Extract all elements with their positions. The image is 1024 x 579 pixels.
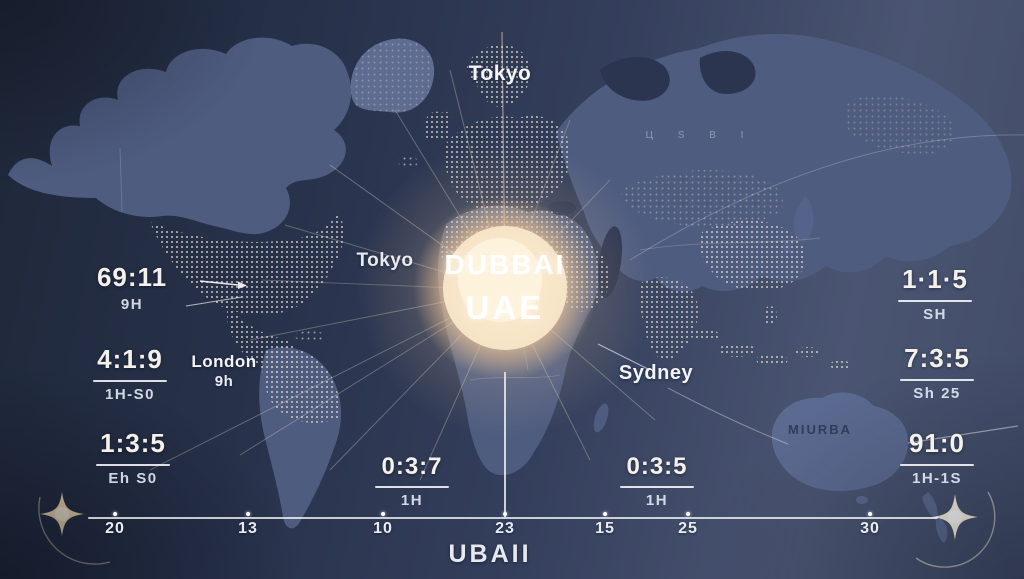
continent-north-america xyxy=(8,37,352,235)
region-uk-dotted xyxy=(425,111,452,141)
sun-glow xyxy=(355,138,655,438)
region-greenland-dotted xyxy=(350,38,435,113)
region-caribbean-dotted xyxy=(294,331,326,341)
region-iceland-dotted xyxy=(398,156,418,168)
island-tasmania xyxy=(856,496,868,504)
region-indonesia-dotted xyxy=(691,306,850,370)
sparkle-left xyxy=(38,492,111,565)
region-scandinavia-dotted xyxy=(467,44,531,107)
continent-australia xyxy=(771,392,909,492)
